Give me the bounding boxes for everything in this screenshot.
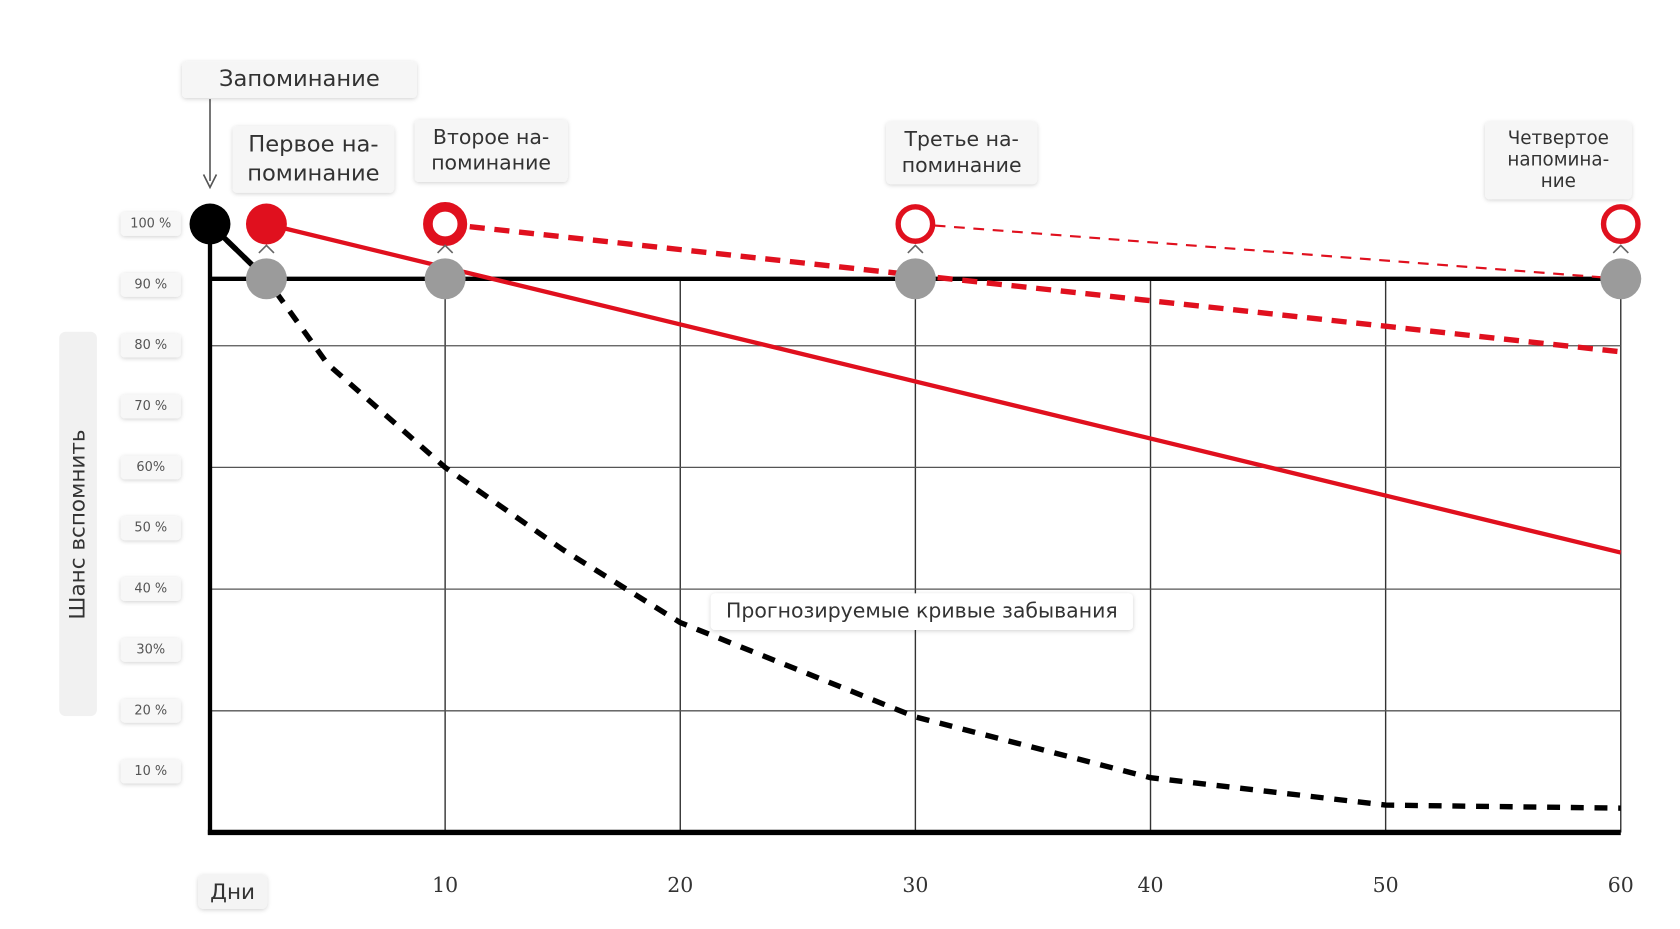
annotation-text: Второе на- — [433, 125, 549, 149]
marker — [1600, 204, 1641, 244]
y-label-box — [59, 331, 97, 717]
y-tick-box — [120, 516, 181, 541]
y-tick-box — [120, 698, 181, 723]
marker — [1600, 258, 1642, 300]
x-tick-label: 50 — [1373, 873, 1399, 897]
marker-center — [439, 218, 451, 230]
annotation-box — [710, 593, 1133, 631]
y-tick-box — [120, 394, 181, 419]
line-series — [444, 221, 1622, 355]
annotation-text: Четвертое — [1508, 128, 1609, 149]
annotation-text: Запоминание — [219, 66, 380, 92]
x-tick-label: 20 — [667, 873, 693, 897]
y-tick-label: 60% — [136, 460, 165, 475]
annotation-text: Третье на- — [903, 127, 1018, 151]
marker — [245, 258, 287, 300]
annotation-text: напомина- — [1507, 149, 1609, 170]
caret — [907, 244, 924, 254]
y-tick-box — [120, 273, 181, 297]
y-tick-box — [120, 212, 181, 236]
annotation-text: поминание — [902, 153, 1022, 177]
y-tick-label: 40 % — [134, 582, 167, 597]
x-axis-label: Дни — [210, 880, 255, 905]
y-tick-label: 50 % — [134, 521, 167, 536]
y-tick-box — [120, 638, 181, 662]
annotation-text: поминание — [431, 151, 551, 175]
y-tick-label: 100 % — [130, 217, 171, 232]
x-tick-label: 30 — [902, 873, 928, 897]
x-tick-label: 60 — [1608, 873, 1634, 897]
marker — [189, 203, 231, 245]
y-tick-box — [120, 455, 181, 480]
marker — [245, 203, 287, 245]
annotation-box — [1485, 121, 1632, 200]
annotation-box — [414, 119, 568, 183]
line-series — [265, 221, 1622, 555]
caret — [437, 244, 454, 254]
y-tick-label: 20 % — [134, 703, 167, 718]
y-tick-box — [120, 333, 181, 358]
y-tick-box — [120, 759, 181, 784]
y-axis-label: Шанс вспомнить — [66, 429, 91, 619]
x-tick-label: 40 — [1137, 873, 1163, 897]
y-tick-label: 30% — [136, 642, 165, 657]
x-label-box — [198, 874, 268, 909]
line-series — [208, 222, 1621, 811]
annotation-box — [886, 121, 1038, 185]
y-tick-label: 80 % — [134, 338, 167, 353]
arrow-head — [202, 174, 218, 190]
annotation-text: поминание — [247, 160, 379, 186]
annotation-text: ние — [1541, 171, 1576, 192]
y-tick-label: 70 % — [134, 399, 167, 414]
annotation-box — [232, 126, 395, 193]
y-tick-label: 10 % — [134, 764, 167, 779]
annotation-text: Прогнозируемые кривые забывания — [726, 599, 1118, 623]
annotation-text: Первое на- — [248, 131, 378, 157]
line-series — [915, 222, 1621, 280]
y-tick-label: 90 % — [134, 277, 167, 292]
marker — [424, 258, 466, 300]
x-tick-label: 10 — [432, 873, 458, 897]
caret — [258, 244, 275, 254]
marker — [894, 258, 936, 300]
annotation-box — [182, 61, 417, 99]
marker — [895, 204, 936, 244]
y-tick-box — [120, 577, 181, 601]
caret — [1612, 244, 1629, 254]
